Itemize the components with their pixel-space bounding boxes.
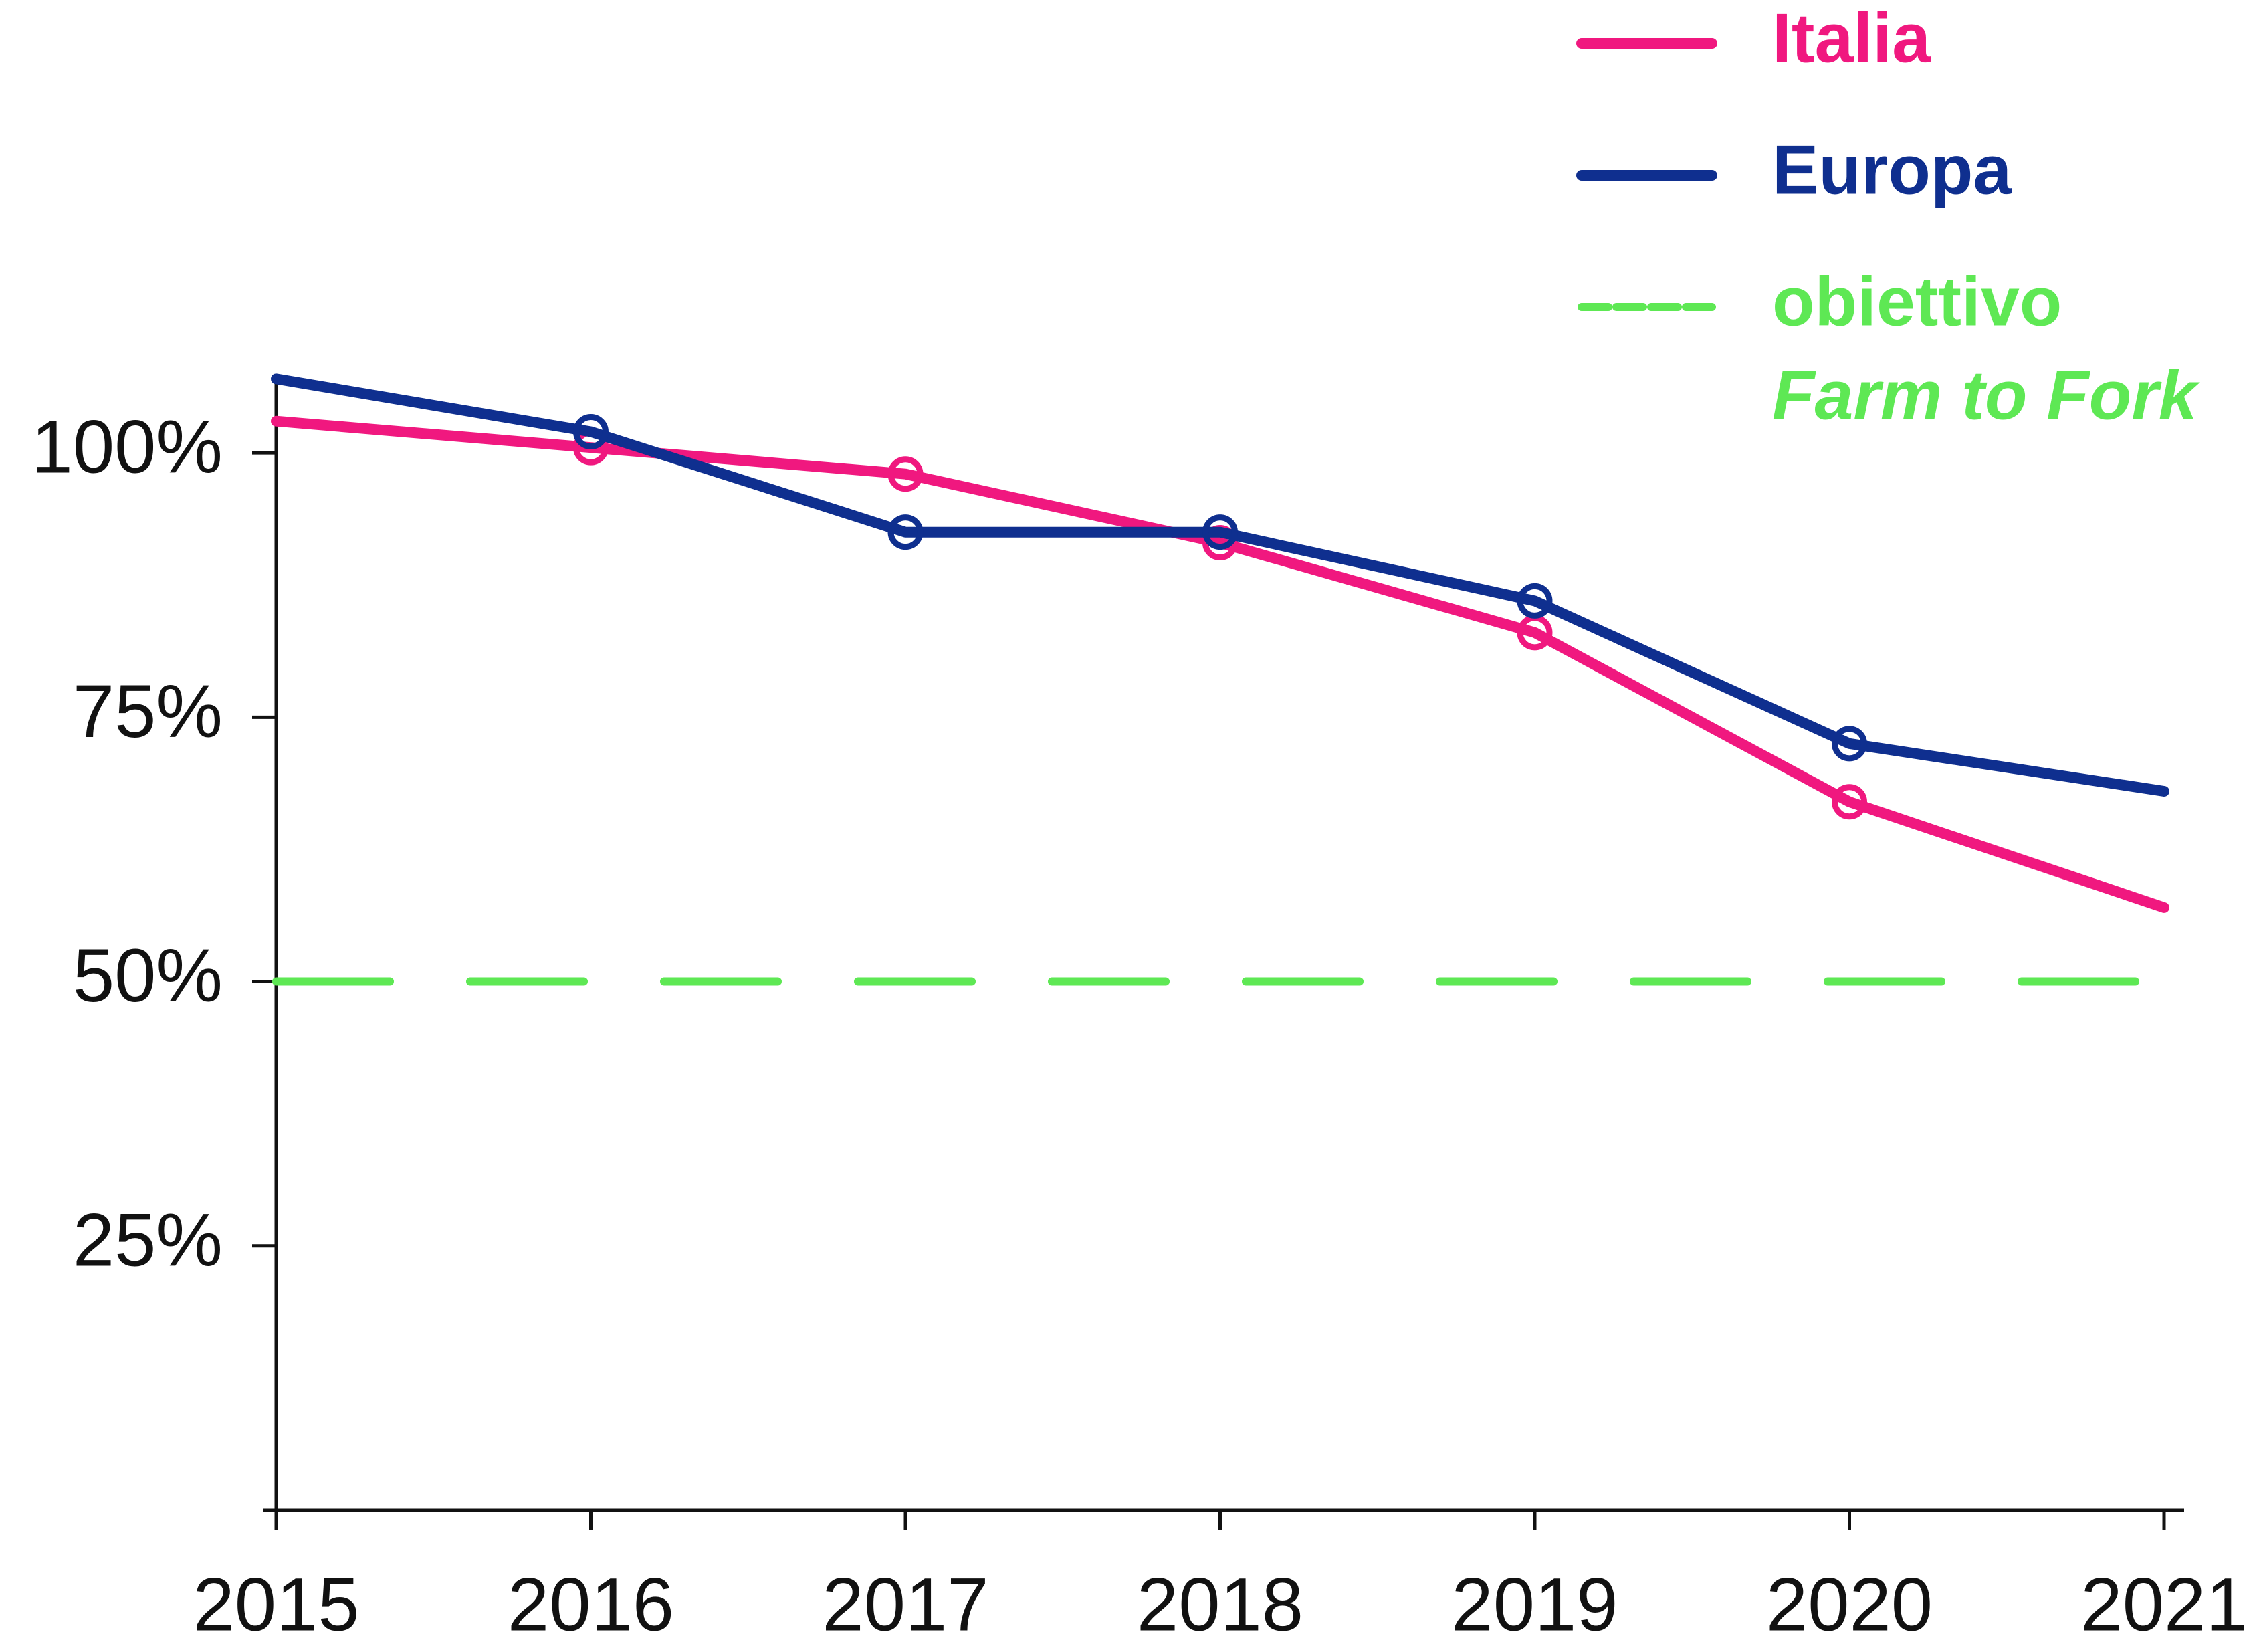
point-marker: [1202, 514, 1238, 550]
x-tick-label: 2017: [822, 1563, 988, 1647]
x-tick-label: 2020: [1766, 1563, 1933, 1647]
point-marker: [887, 514, 924, 550]
y-tick-label: 25%: [73, 1198, 223, 1281]
legend-label: Italia: [1772, 0, 1931, 77]
y-tick-label: 100%: [31, 405, 223, 489]
x-tick-label: 2021: [2080, 1563, 2247, 1647]
legend-label: Europa: [1772, 131, 2012, 209]
x-tick-label: 2015: [193, 1563, 359, 1647]
legend-label: obiettivo: [1772, 263, 2062, 340]
y-tick-label: 50%: [73, 934, 223, 1017]
legend-note: Farm to Fork: [1772, 356, 2201, 434]
point-marker: [1832, 726, 1867, 762]
point-marker: [573, 413, 609, 449]
point-marker: [1517, 583, 1553, 619]
series-line: [271, 415, 2169, 913]
point-marker: [887, 456, 924, 492]
y-tick-label: 75%: [73, 669, 223, 753]
x-tick-label: 2016: [508, 1563, 674, 1647]
x-tick-label: 2018: [1137, 1563, 1303, 1647]
x-tick-label: 2019: [1451, 1563, 1618, 1647]
series-line: [271, 373, 2169, 797]
point-marker: [1832, 784, 1867, 820]
